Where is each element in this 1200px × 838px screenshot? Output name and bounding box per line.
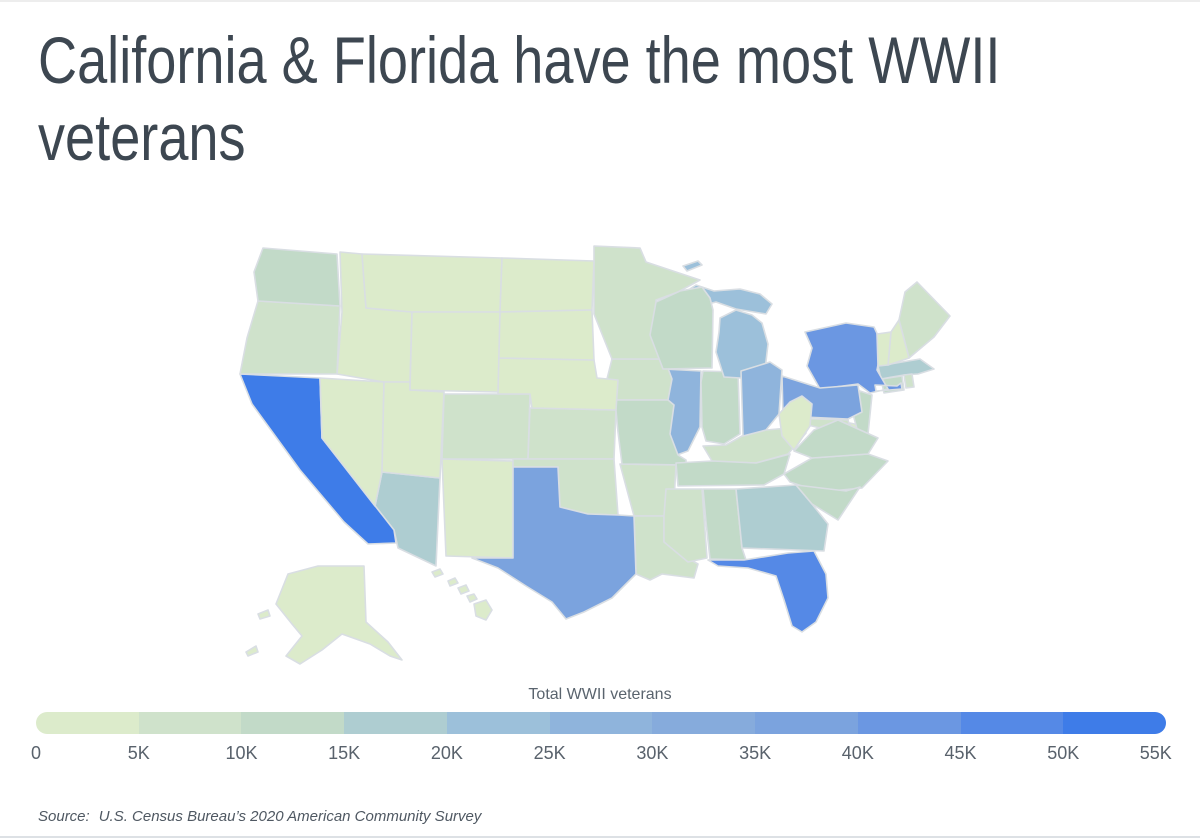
chart-title: California & Florida have the most WWII … <box>38 22 1120 176</box>
legend-tick-0: 0 <box>30 743 42 763</box>
state-WI[interactable]: Wisconsin: 12,500 veterans <box>649 286 714 370</box>
state-WA[interactable]: Washington: 13,000 veterans <box>253 247 341 307</box>
legend-bucket-6 <box>652 712 756 734</box>
state-NM[interactable]: New Mexico: 4,500 veterans <box>441 458 514 559</box>
state-FL[interactable]: Florida: 48,500 veterans <box>707 550 829 633</box>
source-line: Source: U.S. Census Bureau’s 2020 America… <box>38 808 481 825</box>
state-ND[interactable]: North Dakota: 2,500 veterans <box>499 257 595 313</box>
legend-tick-50K: 50K <box>1047 743 1080 763</box>
legend-tick-15K: 15K <box>328 743 361 763</box>
source-label: Source: <box>38 808 90 825</box>
legend-tick-30K: 30K <box>636 743 669 763</box>
chart-title-line-1: California & Florida have the most WWII <box>38 23 1001 97</box>
legend-bucket-4 <box>446 712 550 734</box>
state-WV[interactable]: West Virginia: 4,500 veterans <box>778 395 813 451</box>
legend-bucket-7 <box>755 712 858 734</box>
state-MS[interactable]: Mississippi: 5,500 veterans <box>663 488 708 563</box>
state-CO[interactable]: Colorado: 9,500 veterans <box>441 393 531 460</box>
state-MO[interactable]: Missouri: 14,000 veterans <box>614 399 687 466</box>
state-MT[interactable]: Montana: 3,000 veterans <box>361 253 503 313</box>
legend-bucket-2 <box>241 712 345 734</box>
legend-bucket-3 <box>344 712 447 734</box>
legend-color-bar <box>36 712 1166 734</box>
legend-tick-10K: 10K <box>225 743 258 763</box>
state-NV[interactable]: Nevada: 4,500 veterans <box>319 377 385 507</box>
state-SD[interactable]: South Dakota: 3,000 veterans <box>497 309 595 361</box>
legend-bucket-0 <box>36 712 139 734</box>
legend-tick-25K: 25K <box>533 743 566 763</box>
state-VT[interactable]: Vermont: 2,500 veterans <box>876 331 892 367</box>
source-text: U.S. Census Bureau’s 2020 American Commu… <box>98 808 482 825</box>
legend-tick-40K: 40K <box>841 743 874 763</box>
chart-title-line-2: veterans <box>38 100 246 174</box>
state-RI[interactable]: Rhode Island: 5,500 veterans <box>903 373 915 389</box>
legend-title: Total WWII veterans <box>528 686 672 703</box>
state-AK[interactable]: Alaska: 1,000 veterans <box>245 565 403 665</box>
legend-bucket-1 <box>138 712 242 734</box>
state-HI[interactable]: Hawaii: 4,500 veterans <box>431 568 493 621</box>
state-VA[interactable]: Virginia: 13,500 veterans <box>793 419 879 459</box>
legend-bucket-9 <box>960 712 1064 734</box>
state-NE[interactable]: Nebraska: 4,500 veterans <box>497 357 619 411</box>
legend-tick-55K: 55K <box>1139 743 1172 763</box>
state-TX[interactable]: Texas: 36,000 veterans <box>471 466 637 620</box>
state-TN[interactable]: Tennessee: 12,500 veterans <box>675 453 791 487</box>
legend-tick-20K: 20K <box>430 743 463 763</box>
legend-tick-35K: 35K <box>739 743 772 763</box>
state-SC[interactable]: South Carolina: 11,000 veterans <box>795 484 861 521</box>
legend-bucket-10 <box>1063 712 1166 734</box>
legend-bucket-5 <box>549 712 653 734</box>
legend-tick-labels: 0 5K 10K 15K 20K 25K 30K 35K 40K 45K 50K 55K <box>31 743 1172 765</box>
state-IN[interactable]: Indiana: 11,500 veterans <box>700 370 741 445</box>
state-OH[interactable]: Ohio: 27,500 veterans <box>740 361 783 437</box>
legend-tick-45K: 45K <box>944 743 977 763</box>
state-KS[interactable]: Kansas: 7,500 veterans <box>527 407 617 460</box>
state-OR[interactable]: Oregon: 9,000 veterans <box>239 300 341 375</box>
state-MN[interactable]: Minnesota: 9,000 veterans <box>593 245 701 360</box>
legend-tick-5K: 5K <box>127 743 150 763</box>
state-WY[interactable]: Wyoming: 2,000 veterans <box>409 311 501 393</box>
legend-bucket-8 <box>857 712 961 734</box>
state-UT[interactable]: Utah: 4,500 veterans <box>381 381 445 479</box>
